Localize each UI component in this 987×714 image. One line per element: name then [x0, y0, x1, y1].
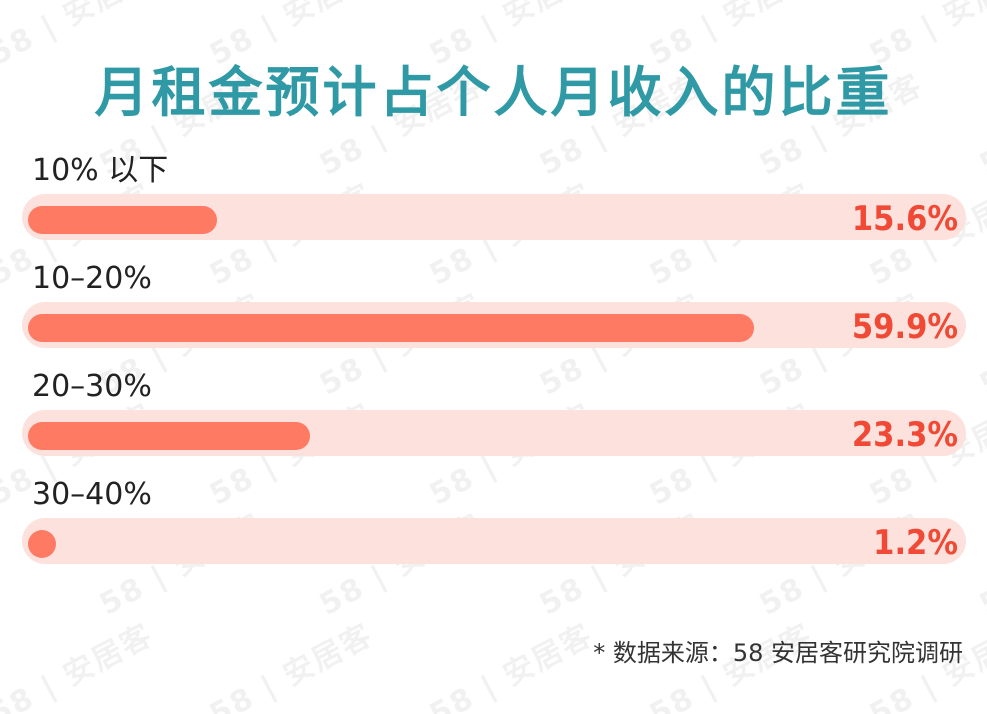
- bar-value-label: 59.9%: [851, 307, 958, 347]
- bar-value-label: 1.2%: [873, 523, 958, 563]
- source-footnote: * 数据来源：58 安居客研究院调研: [593, 639, 963, 667]
- bar-list: 10% 以下 15.6% 10–20% 59.9% 20–30% 23.3% 30–40% 1…: [22, 148, 966, 580]
- bar-fill: [28, 206, 217, 234]
- watermark-text: 58 | 安居客: [203, 617, 379, 714]
- bar-fill: [28, 314, 754, 342]
- bar-track: 59.9%: [22, 302, 966, 348]
- bar-value-label: 15.6%: [851, 199, 958, 239]
- bar-category-label: 20–30%: [32, 369, 152, 404]
- chart-title: 月租金预计占个人月收入的比重: [94, 61, 893, 124]
- bar-value-label: 23.3%: [851, 415, 958, 455]
- bar-track: 23.3%: [22, 410, 966, 456]
- watermark-text: 58 | 安居客: [973, 287, 987, 403]
- bar-category-label: 30–40%: [32, 477, 152, 512]
- bar-fill: [28, 422, 310, 450]
- watermark-text: 58 | 安居客: [423, 617, 599, 714]
- watermark-text: 58 | 安居客: [973, 507, 987, 623]
- bar-track: 1.2%: [22, 518, 966, 564]
- bar-fill: [28, 530, 56, 558]
- bar-category-label: 10–20%: [32, 261, 152, 296]
- bar-track: 15.6%: [22, 194, 966, 240]
- bar-category-label: 10% 以下: [32, 153, 169, 188]
- watermark-text: 58 | 安居客: [0, 617, 159, 714]
